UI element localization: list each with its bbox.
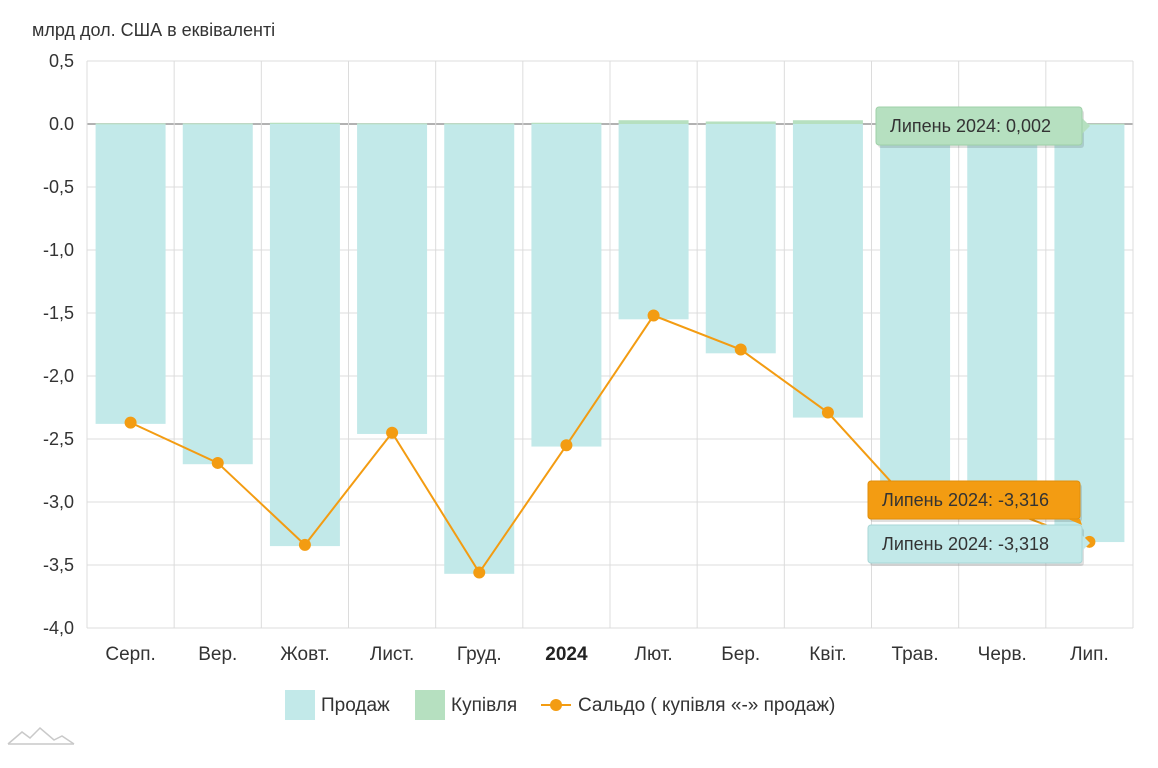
x-tick-label: Лют. — [634, 644, 672, 665]
x-tick-label: Груд. — [457, 644, 502, 665]
tooltip-arrow — [1082, 535, 1090, 551]
x-tick-label: Жовт. — [280, 644, 329, 665]
bar-sales — [1054, 124, 1125, 543]
y-tick-label: -3,0 — [43, 492, 74, 512]
y-tick-label: -2,0 — [43, 366, 74, 386]
x-tick-label: 2024 — [545, 644, 588, 665]
y-tick-label: 0.0 — [49, 114, 74, 134]
tooltip-arrow — [1082, 118, 1090, 134]
x-axis-ticks: Серп. Вер. Жовт. Лист. Груд. 2024 Лют. Бер. Квіт… — [105, 644, 1108, 665]
y-axis-unit-label: млрд дол. США в еквіваленті — [32, 20, 275, 40]
x-tick-label: Лип. — [1070, 644, 1109, 665]
y-tick-label: -1,5 — [43, 303, 74, 323]
legend-swatch-sales — [285, 690, 315, 720]
tooltip-text: Липень 2024: -3,316 — [882, 490, 1049, 510]
y-tick-label: -2,5 — [43, 429, 74, 449]
tooltips: Липень 2024: 0,002 Липень 2024: -3,316 Лип… — [867, 106, 1090, 566]
tooltip-box — [867, 480, 1081, 520]
tooltip: Липень 2024: 0,002 — [875, 106, 1090, 148]
balance-point — [124, 416, 137, 429]
balance-point — [386, 426, 399, 439]
x-tick-label: Квіт. — [809, 644, 846, 665]
balance-point — [734, 343, 747, 356]
tooltip: Липень 2024: -3,318 — [867, 524, 1090, 566]
legend-swatch-balance-dot — [550, 699, 562, 711]
logo-mountains-icon — [7, 726, 75, 745]
y-tick-label: -3,5 — [43, 555, 74, 575]
bar-sales — [792, 124, 863, 418]
y-tick-label: -1,0 — [43, 240, 74, 260]
tooltip-text: Липень 2024: -3,318 — [882, 534, 1049, 554]
x-tick-label: Черв. — [978, 644, 1027, 665]
balance-point — [647, 309, 660, 322]
bar-sales — [880, 124, 951, 484]
bars — [95, 120, 1125, 574]
x-tick-label: Вер. — [198, 644, 237, 665]
legend: Продаж Купівля Сальдо ( купівля «-» продаж… — [285, 690, 835, 720]
balance-point — [211, 456, 224, 469]
bar-sales — [444, 124, 515, 574]
bar-sales — [95, 124, 166, 424]
bar-purchase — [444, 123, 515, 125]
balance-point — [560, 439, 573, 452]
bar-sales — [705, 124, 776, 354]
tooltip-text: Липень 2024: 0,002 — [890, 116, 1051, 136]
bar-purchase — [1054, 123, 1125, 125]
y-tick-label: -0,5 — [43, 177, 74, 197]
x-tick-label: Лист. — [370, 644, 414, 665]
x-tick-label: Бер. — [721, 644, 760, 665]
balance-point — [298, 538, 311, 551]
y-tick-label: 0,5 — [49, 51, 74, 71]
bar-sales — [269, 124, 340, 547]
bar-purchase — [95, 123, 166, 125]
bar-purchase — [357, 123, 428, 125]
bar-sales — [357, 124, 428, 434]
bar-purchase — [618, 120, 689, 124]
bar-sales — [618, 124, 689, 320]
tooltip-arrow — [1068, 519, 1082, 525]
y-axis-ticks: 0,5 0.0 -0,5 -1,0 -1,5 -2,0 -2,5 -3,0 -3,5 -4,0 — [43, 51, 74, 638]
bar-purchase — [531, 122, 602, 124]
legend-swatch-purchase — [415, 690, 445, 720]
bar-sales — [182, 124, 253, 465]
x-tick-label: Трав. — [892, 644, 939, 665]
bar-sales — [967, 124, 1038, 496]
balance-point — [473, 566, 486, 579]
tooltip: Липень 2024: -3,316 — [867, 480, 1082, 525]
y-tick-label: -4,0 — [43, 618, 74, 638]
tooltip-box — [875, 106, 1083, 146]
bar-purchase — [182, 123, 253, 125]
legend-label-balance: Сальдо ( купівля «-» продаж) — [578, 695, 835, 716]
legend-label-sales: Продаж — [321, 695, 390, 716]
legend-label-purchase: Купівля — [451, 695, 517, 716]
balance-point — [821, 406, 834, 419]
tooltip-box — [867, 524, 1083, 564]
bar-sales — [531, 124, 602, 447]
bar-purchase — [269, 122, 340, 124]
bar-purchase — [705, 121, 776, 124]
x-tick-label: Серп. — [105, 644, 155, 665]
bar-purchase — [792, 120, 863, 124]
